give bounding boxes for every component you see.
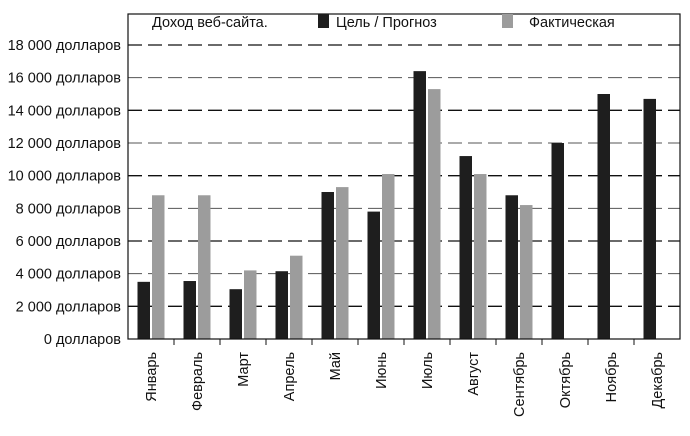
legend-title: Доход веб-сайта. xyxy=(152,15,268,31)
legend-label-actual: Фактическая xyxy=(529,15,615,31)
y-tick-label: 0 долларов xyxy=(44,332,121,348)
y-tick-labels: 0 долларов 2 000 долларов 4 000 долларов 6 … xyxy=(8,38,122,348)
y-tick-label: 8 000 долларов xyxy=(16,201,122,217)
bar-actual xyxy=(198,195,211,339)
bar-actual xyxy=(520,205,533,339)
x-tick-label: Февраль xyxy=(190,352,206,411)
bar-target xyxy=(459,156,472,339)
x-tick-label: Январь xyxy=(144,352,160,402)
y-tick-label: 16 000 долларов xyxy=(8,71,122,87)
y-tick-label: 10 000 долларов xyxy=(8,169,122,185)
y-tick-label: 12 000 долларов xyxy=(8,136,122,152)
bar-actual xyxy=(336,187,349,339)
y-tick-label: 4 000 долларов xyxy=(16,267,122,283)
bar-actual xyxy=(244,270,257,339)
y-tick-label: 2 000 долларов xyxy=(16,299,122,315)
bar-target xyxy=(137,281,150,339)
legend: Доход веб-сайта. Цель / Прогноз Фактичес… xyxy=(152,14,615,31)
y-tick-label: 6 000 долларов xyxy=(16,234,122,250)
bar-target xyxy=(643,98,656,340)
legend-swatch-actual xyxy=(502,14,513,28)
x-tick-label: Апрель xyxy=(282,352,298,401)
bar-target xyxy=(321,192,334,339)
bar-target xyxy=(413,71,426,339)
axes xyxy=(127,13,681,345)
x-tick-label: Май xyxy=(328,352,344,380)
y-tick-label: 14 000 долларов xyxy=(8,103,122,119)
x-tick-label: Март xyxy=(236,352,252,387)
bar-actual xyxy=(290,255,303,339)
x-tick-label: Сентябрь xyxy=(512,352,528,417)
legend-label-target: Цель / Прогноз xyxy=(336,15,437,31)
bar-target xyxy=(367,211,380,339)
bar-target xyxy=(229,289,242,339)
bars xyxy=(137,71,656,340)
bar-actual xyxy=(382,174,395,339)
bar-actual xyxy=(428,89,441,339)
bar-target xyxy=(183,281,196,339)
x-tick-label: Июль xyxy=(420,352,436,389)
x-tick-label: Август xyxy=(466,352,482,396)
bar-target xyxy=(505,195,518,339)
legend-swatch-target xyxy=(318,14,329,28)
bar-target xyxy=(275,271,288,339)
y-tick-label: 18 000 долларов xyxy=(8,38,122,54)
bar-target xyxy=(597,94,610,339)
bar-actual xyxy=(152,195,165,339)
gridlines xyxy=(128,44,680,307)
x-tick-label: Декабрь xyxy=(650,352,666,409)
plot-frame xyxy=(127,13,681,340)
x-tick-label: Октябрь xyxy=(558,352,574,408)
bar-actual xyxy=(474,174,487,339)
bar-target xyxy=(551,143,564,339)
x-tick-labels: Январь Февраль Март Апрель Май Июнь Июль Август… xyxy=(144,352,666,417)
x-tick-label: Июнь xyxy=(374,352,390,389)
x-tick-label: Ноябрь xyxy=(604,352,620,402)
